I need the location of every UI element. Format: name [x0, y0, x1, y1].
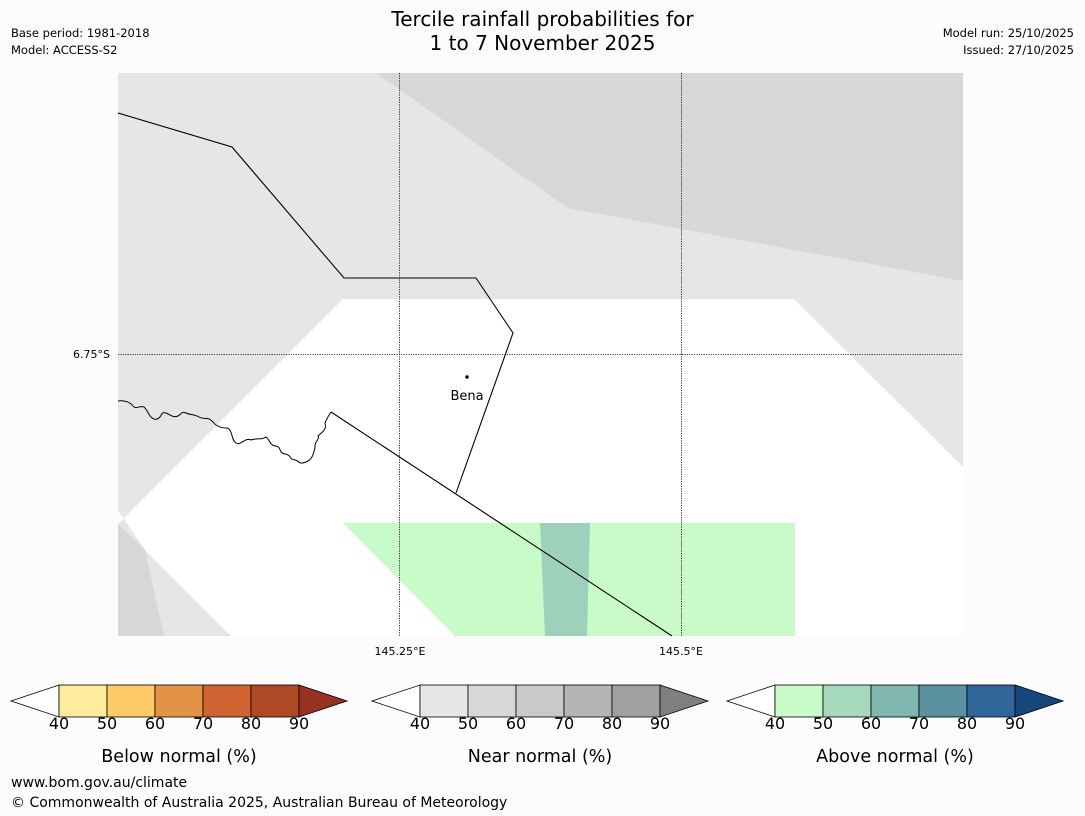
base-period-text: Base period: 1981-2018: [11, 26, 150, 40]
colorbar-near-tick-label: 70: [554, 714, 574, 733]
near-normal-mid-region-top: [376, 73, 963, 281]
issued-text: Issued: 27/10/2025: [963, 43, 1074, 57]
place-label-bena: Bena: [450, 389, 483, 404]
colorbar-near-tick-label: 40: [410, 714, 430, 733]
above-normal-mid-region: [540, 523, 590, 636]
colorbar-below-tick-label: 50: [97, 714, 117, 733]
colorbar-above-tick-label: 70: [909, 714, 929, 733]
colorbar-above-tick-label: 50: [813, 714, 833, 733]
model-text: Model: ACCESS-S2: [11, 43, 118, 57]
colorbar-near-extend-high: [659, 684, 710, 718]
colorbar-near-swatch: [515, 684, 565, 718]
colorbar-below-swatch: [154, 684, 204, 718]
colorbar-below-extend-high: [298, 684, 349, 718]
lon-label-1: 145.25°E: [375, 645, 426, 658]
colorbar-above-extend-low: [725, 684, 776, 718]
colorbar-near-tick-label: 90: [650, 714, 670, 733]
model-run-text: Model run: 25/10/2025: [942, 26, 1074, 40]
colorbar-near-tick-label: 50: [458, 714, 478, 733]
colorbar-near-swatch: [467, 684, 517, 718]
colorbar-below-swatch: [58, 684, 108, 718]
title-line-2: 1 to 7 November 2025: [429, 31, 656, 55]
province-boundary-south: [330, 411, 673, 636]
lat-label: 6.75°S: [73, 348, 110, 361]
bena-location-marker: [465, 375, 469, 379]
map-title: Tercile rainfall probabilities for 1 to …: [0, 7, 1085, 55]
colorbar-near-tick-label: 80: [602, 714, 622, 733]
copyright-text: © Commonwealth of Australia 2025, Austra…: [11, 795, 508, 811]
near-normal-mid-region-bottom: [118, 524, 164, 636]
colorbar-near-label: Near normal (%): [468, 747, 613, 767]
colorbar-near-swatch: [611, 684, 661, 718]
colorbar-near-tick-label: 60: [506, 714, 526, 733]
colorbar-above-extend-high: [1014, 684, 1065, 718]
colorbar-above-tick-label: 40: [765, 714, 785, 733]
colorbar-below-tick-label: 70: [193, 714, 213, 733]
colorbar-above-tick-label: 80: [957, 714, 977, 733]
colorbar-below-label: Below normal (%): [101, 747, 256, 767]
colorbar-above-label: Above normal (%): [816, 747, 974, 767]
colorbar-below-tick-label: 90: [289, 714, 309, 733]
lon-label-2: 145.5°E: [659, 645, 703, 658]
colorbar-above-swatch: [966, 684, 1016, 718]
title-line-1: Tercile rainfall probabilities for: [391, 7, 694, 31]
colorbar-below-tick-label: 40: [49, 714, 69, 733]
colorbar-above-normal: 40 50 60 70 80 90 Above normal (%): [725, 684, 1065, 767]
province-boundary-north: [118, 112, 514, 494]
website-text[interactable]: www.bom.gov.au/climate: [11, 775, 188, 791]
colorbar-below-normal: 40 50 60 70 80 90 Below normal (%): [9, 684, 349, 767]
run-info: Model run: 25/10/2025 Issued: 27/10/2025: [943, 25, 1074, 59]
river-boundary: [118, 400, 332, 464]
model-info: Base period: 1981-2018 Model: ACCESS-S2: [11, 25, 150, 59]
colorbar-above-swatch: [918, 684, 968, 718]
colorbar-below-tick-label: 60: [145, 714, 165, 733]
colorbar-above-tick-label: 90: [1005, 714, 1025, 733]
colorbar-near-normal: 40 50 60 70 80 90 Near normal (%): [370, 684, 710, 767]
colorbar-near-swatch: [419, 684, 469, 718]
colorbar-below-extend-low: [9, 684, 60, 718]
colorbar-below-swatch: [202, 684, 252, 718]
colorbar-near-extend-low: [370, 684, 421, 718]
colorbar-below-tick-label: 80: [241, 714, 261, 733]
colorbar-above-swatch: [870, 684, 920, 718]
colorbar-near-swatch: [563, 684, 613, 718]
colorbar-above-swatch: [774, 684, 824, 718]
colorbar-below-swatch: [250, 684, 300, 718]
colorbar-above-swatch: [822, 684, 872, 718]
colorbar-below-swatch: [106, 684, 156, 718]
colorbar-above-tick-label: 60: [861, 714, 881, 733]
map-plot-area: Bena: [118, 73, 963, 636]
